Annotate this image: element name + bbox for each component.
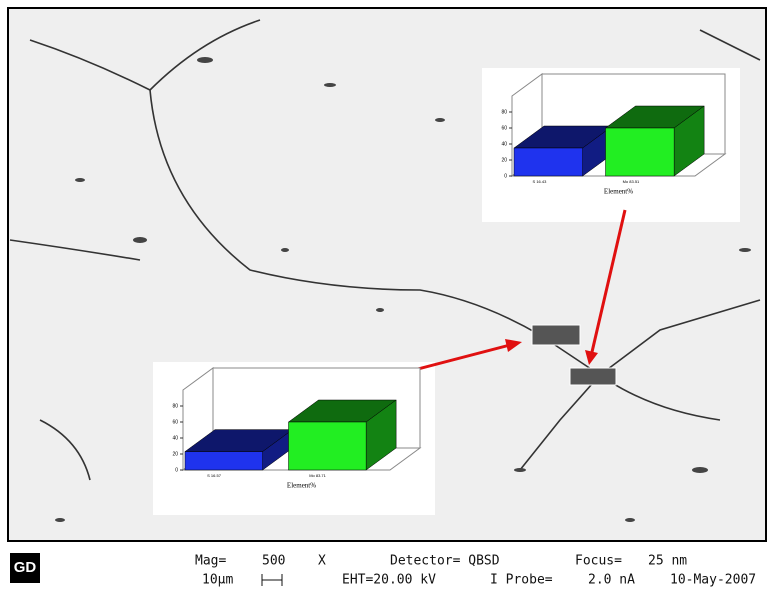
- x-axis-label: Element%: [287, 482, 316, 490]
- info: 10-May-2007: [670, 573, 756, 588]
- x-tick-label: S 16.43: [533, 179, 548, 184]
- y-tick-label: 0: [504, 173, 507, 179]
- logo: GD: [14, 559, 37, 576]
- info: Detector= QBSD: [390, 554, 500, 569]
- y-tick-label: 40: [172, 435, 178, 441]
- y-tick-label: 60: [501, 125, 507, 131]
- x-axis-label: Element%: [604, 188, 633, 196]
- y-tick-label: 60: [172, 419, 178, 425]
- info: Focus=: [575, 554, 622, 569]
- y-tick-label: 80: [172, 403, 178, 409]
- region-2: [570, 368, 616, 385]
- y-tick-label: 0: [175, 467, 178, 473]
- info: 10µm: [202, 573, 233, 588]
- region-1: [532, 325, 580, 345]
- bar: [514, 148, 583, 176]
- y-tick-label: 20: [172, 451, 178, 457]
- sem-image: GD Mag= 500 X Detector= QBSD Focus= 25 n…: [0, 0, 772, 591]
- info: 2.0 nA: [588, 573, 635, 588]
- info: EHT=20.00 kV: [342, 573, 436, 588]
- info: X: [318, 554, 326, 569]
- info: 500: [262, 554, 285, 569]
- x-tick-label: Mo 83.71: [309, 473, 326, 478]
- y-tick-label: 20: [501, 157, 507, 163]
- bar: [185, 452, 263, 470]
- bar: [289, 422, 367, 470]
- info: I Probe=: [490, 573, 553, 588]
- y-tick-label: 80: [501, 109, 507, 115]
- x-tick-label: Mo 83.51: [623, 179, 640, 184]
- x-tick-label: S 16.57: [207, 473, 222, 478]
- info: 25 nm: [648, 554, 687, 569]
- y-tick-label: 40: [501, 141, 507, 147]
- bar: [606, 128, 675, 176]
- info: Mag=: [195, 554, 226, 569]
- page: GD Mag= 500 X Detector= QBSD Focus= 25 n…: [0, 0, 772, 591]
